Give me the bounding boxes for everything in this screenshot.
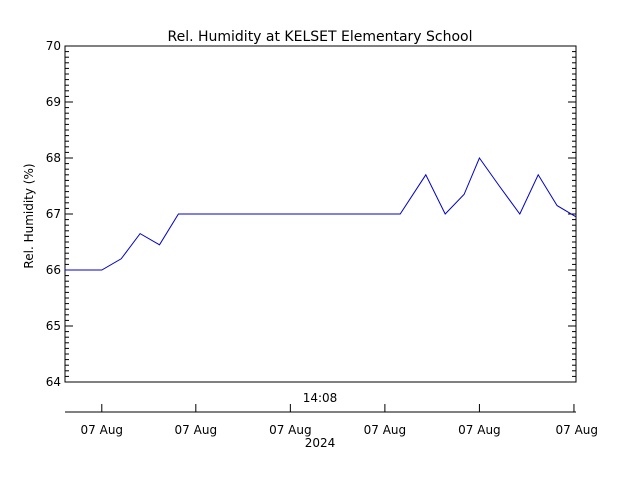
- x-tick-label: 07 Aug: [555, 423, 598, 437]
- y-axis-tick-labels: 64 65 66 67 68 69 70: [46, 39, 61, 389]
- year-label: 2024: [305, 436, 336, 450]
- y-tick-label: 69: [46, 95, 61, 109]
- y-axis-ticks: [65, 45, 576, 383]
- y-tick-label: 70: [46, 39, 61, 53]
- y-tick-label: 64: [46, 375, 61, 389]
- x-tick-label: 07 Aug: [175, 423, 218, 437]
- y-axis-label: Rel. Humidity (%): [22, 163, 36, 268]
- y-tick-label: 65: [46, 319, 61, 333]
- x-tick-label: 07 Aug: [81, 423, 124, 437]
- x-axis-ticks: [101, 404, 575, 412]
- y-tick-label: 68: [46, 151, 61, 165]
- y-tick-label: 66: [46, 263, 61, 277]
- humidity-series-line: [65, 156, 577, 271]
- y-tick-label: 67: [46, 207, 61, 221]
- x-tick-label: 07 Aug: [364, 423, 407, 437]
- data-series: [65, 156, 577, 271]
- x-tick-label: 07 Aug: [458, 423, 501, 437]
- chart-title: Rel. Humidity at KELSET Elementary Schoo…: [167, 29, 472, 45]
- x-axis-tick-labels: 07 Aug 07 Aug 07 Aug 07 Aug 07 Aug 07 Aug: [81, 423, 598, 437]
- time-label: 14:08: [303, 391, 338, 405]
- x-tick-label: 07 Aug: [269, 423, 312, 437]
